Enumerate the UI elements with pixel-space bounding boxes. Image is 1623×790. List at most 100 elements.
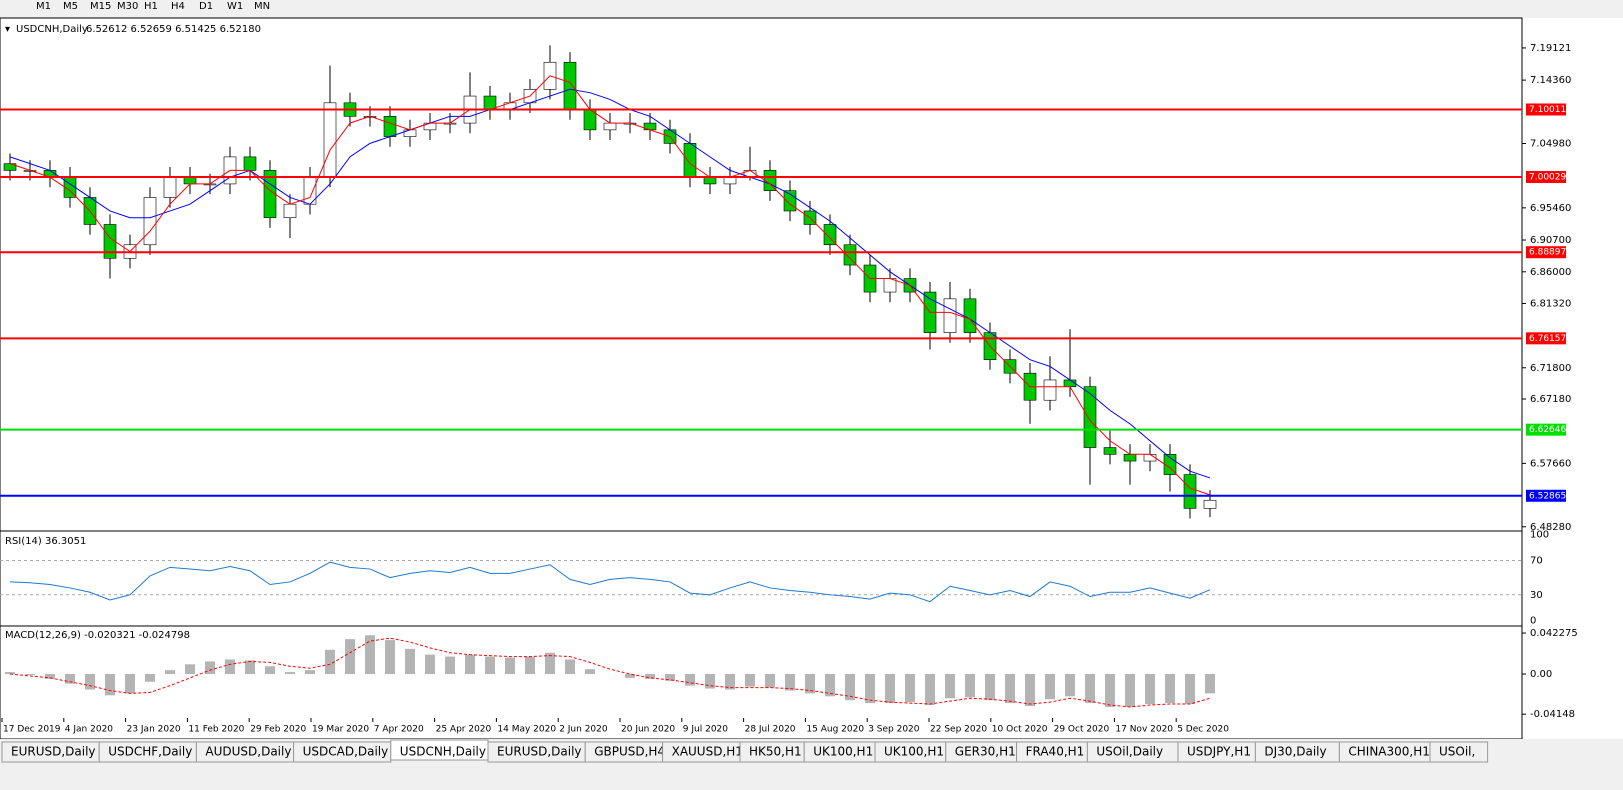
y-tick-label: 6.95460 (1530, 203, 1571, 214)
macd-histogram (885, 674, 895, 704)
tab-label[interactable]: EURUSD,Daily (11, 745, 96, 759)
tab[interactable]: GBPUSD,H4 (584, 741, 665, 763)
y-tick-label: 0.042275 (1530, 628, 1578, 639)
timeframe-button[interactable]: H1 (144, 1, 158, 12)
tab-label[interactable]: EURUSD,Daily (497, 745, 582, 759)
tab[interactable]: XAUUSD,H1 (662, 741, 743, 763)
tab-label[interactable]: FRA40,H1 (1026, 745, 1085, 759)
tab[interactable]: EURUSD,Daily (1, 741, 100, 763)
timeframe-button[interactable]: W1 (227, 1, 243, 12)
tab[interactable]: UK100,H1 (803, 741, 876, 763)
macd-histogram (85, 674, 95, 690)
macd-histogram (545, 652, 555, 675)
candle-body (1203, 499, 1217, 509)
macd-histogram (865, 674, 875, 704)
timeframe-button[interactable]: M30 (117, 1, 138, 12)
tab-label[interactable]: GER30,H1 (955, 745, 1016, 759)
tab-label[interactable]: USDJPY,H1 (1187, 745, 1251, 759)
macd-histogram (905, 674, 915, 703)
x-tick-label: 29 Feb 2020 (250, 725, 306, 735)
tab-label[interactable]: USOil,Daily (1096, 745, 1163, 759)
macd-histogram (585, 669, 595, 675)
tab[interactable]: CHINA300,H1 (1338, 741, 1431, 763)
tab-label[interactable]: DJ30,Daily (1264, 745, 1326, 759)
macd-histogram (825, 674, 835, 697)
tab-label[interactable]: UK100,H1 (884, 745, 944, 759)
tab-bg[interactable] (1429, 741, 1489, 763)
toolbar (0, 0, 1623, 18)
macd-histogram (185, 664, 195, 675)
tab[interactable]: USDCAD,Daily (293, 741, 392, 763)
tab-label[interactable]: GBPUSD,H4 (594, 745, 665, 759)
tab[interactable]: FRA40,H1 (1016, 741, 1088, 763)
macd-histogram (785, 674, 795, 691)
macd-histogram (365, 635, 375, 675)
level-label-bg (1526, 423, 1566, 436)
candle-body (1083, 386, 1097, 448)
tab[interactable]: EURUSD,Daily (487, 741, 586, 763)
tab[interactable]: USOil, (1429, 741, 1489, 763)
timeframe-button[interactable]: MN (254, 1, 270, 12)
candle-body (483, 95, 497, 110)
macd-histogram (265, 666, 275, 675)
tab-label[interactable]: UK100,H1 (813, 745, 873, 759)
chart-frame (0, 17, 1523, 740)
macd-histogram (1065, 674, 1075, 697)
macd-histogram (1185, 674, 1195, 705)
candle-body (963, 298, 977, 333)
macd-histogram (45, 674, 55, 679)
tab[interactable]: GER30,H1 (945, 741, 1018, 763)
tab[interactable]: HK50,H1 (739, 741, 805, 763)
timeframe-button[interactable]: H4 (171, 1, 185, 12)
macd-histogram (1145, 674, 1155, 705)
tab[interactable]: USDJPY,H1 (1177, 741, 1256, 763)
tab[interactable]: UK100,H1 (874, 741, 947, 763)
tab-label[interactable]: CHINA300,H1 (1348, 745, 1430, 759)
tab-label[interactable]: XAUUSD,H1 (672, 745, 743, 759)
timeframe-button[interactable]: M1 (36, 1, 51, 12)
x-tick-label: 9 Jul 2020 (683, 725, 728, 735)
y-tick-label: 0 (1530, 616, 1536, 627)
symbol-arrow: ▾ (5, 24, 10, 35)
macd-histogram (345, 639, 355, 675)
macd-histogram (225, 659, 235, 675)
tab-label[interactable]: USDCNH,Daily (400, 745, 486, 759)
candle-body (243, 156, 257, 171)
tab-label[interactable]: AUDUSD,Daily (205, 745, 291, 759)
tab[interactable]: USDCHF,Daily (98, 741, 197, 763)
chart-symbol: USDCNH,Daily (16, 24, 88, 35)
y-tick-label: 6.86000 (1530, 267, 1571, 278)
tab[interactable]: USDCNH,Daily (390, 739, 489, 761)
tab-label[interactable]: USDCAD,Daily (303, 745, 389, 759)
tab[interactable]: DJ30,Daily (1254, 741, 1340, 763)
timeframe-button[interactable]: D1 (199, 1, 213, 12)
candle-body (383, 116, 397, 137)
x-tick-label: 3 Sep 2020 (868, 725, 920, 735)
y-tick-label: 30 (1530, 590, 1543, 601)
tab[interactable]: USOil,Daily (1086, 741, 1179, 763)
x-tick-label: 10 Oct 2020 (992, 725, 1048, 735)
macd-histogram (565, 659, 575, 675)
tab-label[interactable]: USOil, (1439, 745, 1475, 759)
candle-body (1183, 474, 1197, 509)
level-label-bg (1526, 332, 1566, 345)
x-tick-label: 2 Jun 2020 (559, 725, 608, 735)
macd-histogram (525, 656, 535, 675)
timeframe-button[interactable]: M5 (63, 1, 78, 12)
x-tick-label: 22 Sep 2020 (930, 725, 987, 735)
y-tick-label: 6.90700 (1530, 235, 1571, 246)
timeframe-button[interactable]: M15 (90, 1, 111, 12)
candle-body (943, 298, 957, 333)
candle-body (843, 244, 857, 266)
macd-histogram (465, 654, 475, 675)
y-tick-label: 7.14360 (1530, 75, 1571, 86)
tab[interactable]: AUDUSD,Daily (195, 741, 295, 763)
tab-label[interactable]: HK50,H1 (749, 745, 802, 759)
macd-histogram (665, 674, 675, 681)
macd-histogram (1025, 674, 1035, 706)
tab-label[interactable]: USDCHF,Daily (108, 745, 192, 759)
moving-average (9, 75, 1211, 496)
macd-histogram (505, 657, 515, 675)
